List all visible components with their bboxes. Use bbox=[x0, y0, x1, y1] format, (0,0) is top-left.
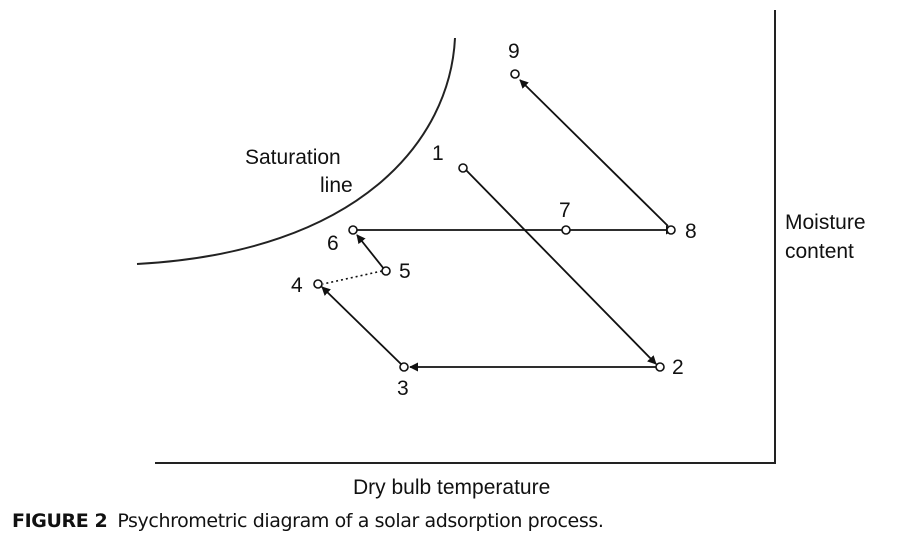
state-point-6 bbox=[348, 225, 358, 235]
saturation-line-label-2: line bbox=[320, 174, 353, 197]
point-label-8: 8 bbox=[685, 220, 697, 243]
process-line-3-4 bbox=[321, 286, 403, 366]
y-axis-label-2: content bbox=[785, 240, 854, 263]
point-label-2: 2 bbox=[672, 356, 684, 379]
state-point-9 bbox=[510, 69, 520, 79]
point-label-1: 1 bbox=[432, 142, 444, 165]
y-axis-label-1: Moisture bbox=[785, 211, 866, 234]
point-label-6: 6 bbox=[327, 232, 339, 255]
point-label-7: 7 bbox=[559, 199, 571, 222]
state-point-8 bbox=[666, 225, 676, 235]
process-line-1-2 bbox=[463, 167, 657, 365]
process-line-5-6 bbox=[356, 234, 385, 270]
caption-text: Psychrometric diagram of a solar adsorpt… bbox=[117, 510, 604, 532]
saturation-curve bbox=[136, 37, 456, 265]
state-point-4 bbox=[313, 279, 323, 289]
point-label-3: 3 bbox=[397, 377, 409, 400]
point-label-5: 5 bbox=[399, 260, 411, 283]
process-line-8-9 bbox=[519, 79, 669, 227]
state-point-5 bbox=[381, 266, 391, 276]
saturation-line-label-1: Saturation bbox=[245, 146, 341, 169]
process-line-5-4 bbox=[322, 270, 383, 285]
x-axis-label: Dry bulb temperature bbox=[353, 476, 550, 499]
point-label-9: 9 bbox=[508, 40, 520, 63]
state-point-1 bbox=[458, 163, 468, 173]
state-point-3 bbox=[399, 362, 409, 372]
point-label-4: 4 bbox=[291, 274, 303, 297]
state-point-7 bbox=[561, 225, 571, 235]
state-point-2 bbox=[655, 362, 665, 372]
figure-number: FIGURE 2 bbox=[12, 510, 108, 532]
figure-caption: FIGURE 2 Psychrometric diagram of a solar… bbox=[12, 510, 604, 532]
